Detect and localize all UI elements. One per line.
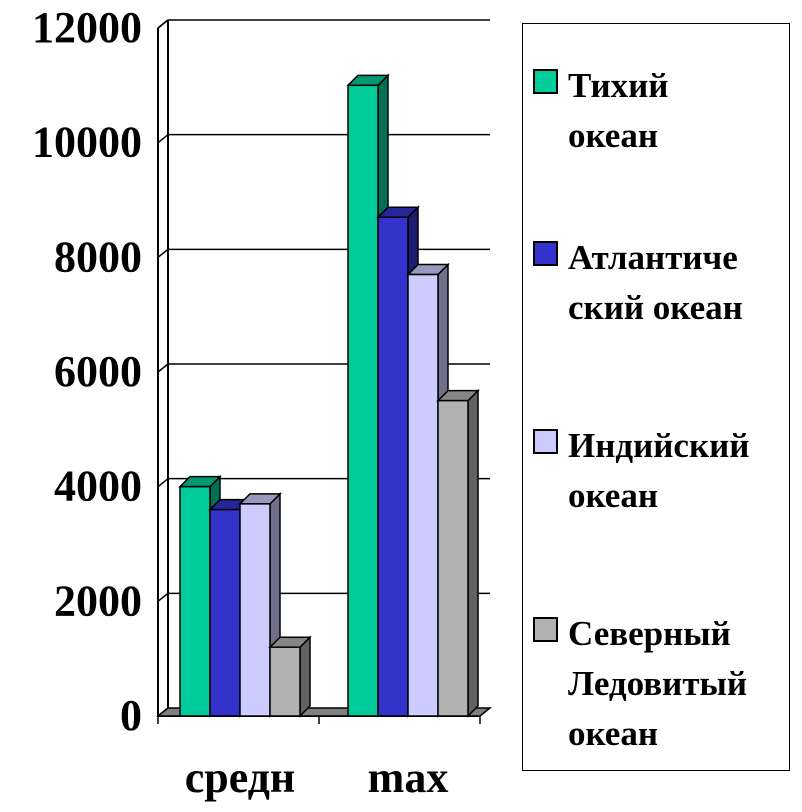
side-wall-top	[157, 19, 169, 29]
legend-label: Северный Ледовитый океан	[568, 614, 747, 753]
legend-item: Тихий океан	[533, 61, 783, 161]
bar	[436, 388, 480, 718]
legend-item: Индийский океан	[533, 421, 783, 521]
y-tick-label: 10000	[32, 118, 142, 167]
bar-side	[299, 635, 311, 718]
y-tick-label: 8000	[54, 232, 142, 281]
legend-item: Северный Ледовитый океан	[533, 609, 783, 759]
bar-front	[407, 273, 439, 717]
side-wall-tick	[157, 363, 169, 373]
side-wall-tick	[157, 248, 169, 258]
legend-item: Атлантиче ский океан	[533, 233, 783, 333]
side-wall-tick	[157, 134, 169, 144]
bar	[268, 635, 312, 718]
bars	[178, 73, 480, 718]
legend: Тихий океан Атлантиче ский океан Индийский…	[522, 23, 790, 771]
legend-label: Тихий океан	[568, 66, 669, 155]
bar-front	[239, 503, 271, 717]
bar-front	[269, 646, 301, 717]
legend-swatch	[533, 429, 558, 454]
x-category-labels: средн max	[185, 753, 449, 802]
bar-front	[179, 485, 211, 717]
bar-front	[437, 399, 469, 717]
legend-swatch	[533, 617, 558, 642]
x-category-label: средн	[185, 753, 296, 802]
y-tick-label: 0	[120, 691, 142, 740]
bar-front	[377, 216, 409, 717]
bar	[238, 492, 282, 718]
y-tick-label: 2000	[54, 576, 142, 625]
side-wall-tick	[157, 478, 169, 488]
bar-front	[347, 84, 379, 717]
side-wall-tick	[157, 592, 169, 602]
y-tick-label: 12000	[32, 3, 142, 52]
y-tick-label: 6000	[54, 347, 142, 396]
legend-swatch	[533, 69, 558, 94]
x-category-label: max	[368, 753, 449, 802]
bar-side	[467, 388, 479, 718]
y-tick-label: 4000	[54, 462, 142, 511]
y-tick-labels: 0 2000 4000 6000 8000 10000 12000	[32, 3, 142, 740]
legend-label: Индийский океан	[568, 426, 750, 515]
legend-label: Атлантиче ский океан	[568, 238, 743, 327]
legend-swatch	[533, 241, 558, 266]
bar-front	[209, 508, 241, 717]
